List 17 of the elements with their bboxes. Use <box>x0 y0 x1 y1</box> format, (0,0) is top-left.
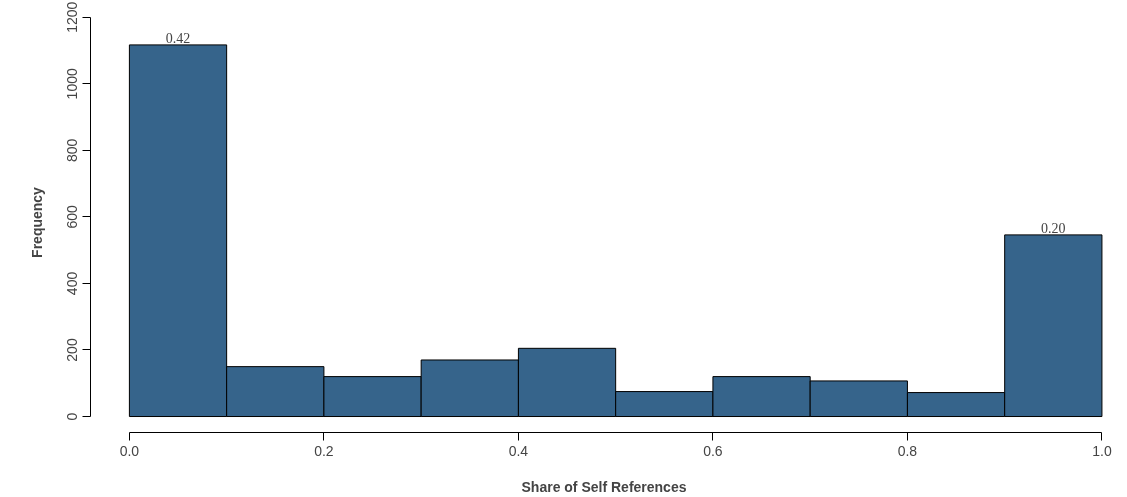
annotation: 0.42 <box>165 30 191 46</box>
y-axis-title: Frequency <box>28 186 45 258</box>
y-tick-label: 1200 <box>64 1 81 33</box>
x-tick-label: 0.4 <box>508 442 529 459</box>
x-tick-label: 1.0 <box>1092 442 1112 459</box>
y-tick-label: 0 <box>64 412 81 421</box>
x-tick-label: 0.6 <box>703 442 723 459</box>
y-tick-label: 800 <box>64 138 81 163</box>
y-tick-label: 600 <box>64 205 81 229</box>
y-tick-label: 200 <box>64 338 81 362</box>
y-tick-label: 1000 <box>64 68 81 100</box>
y-tick-label: 400 <box>64 271 81 296</box>
x-tick-label: 0.0 <box>119 442 140 459</box>
x-tick-label: 0.2 <box>314 442 334 459</box>
x-axis-title: Share of Self References <box>521 478 687 495</box>
x-tick-label: 0.8 <box>897 442 918 459</box>
annotation: 0.20 <box>1041 220 1066 236</box>
